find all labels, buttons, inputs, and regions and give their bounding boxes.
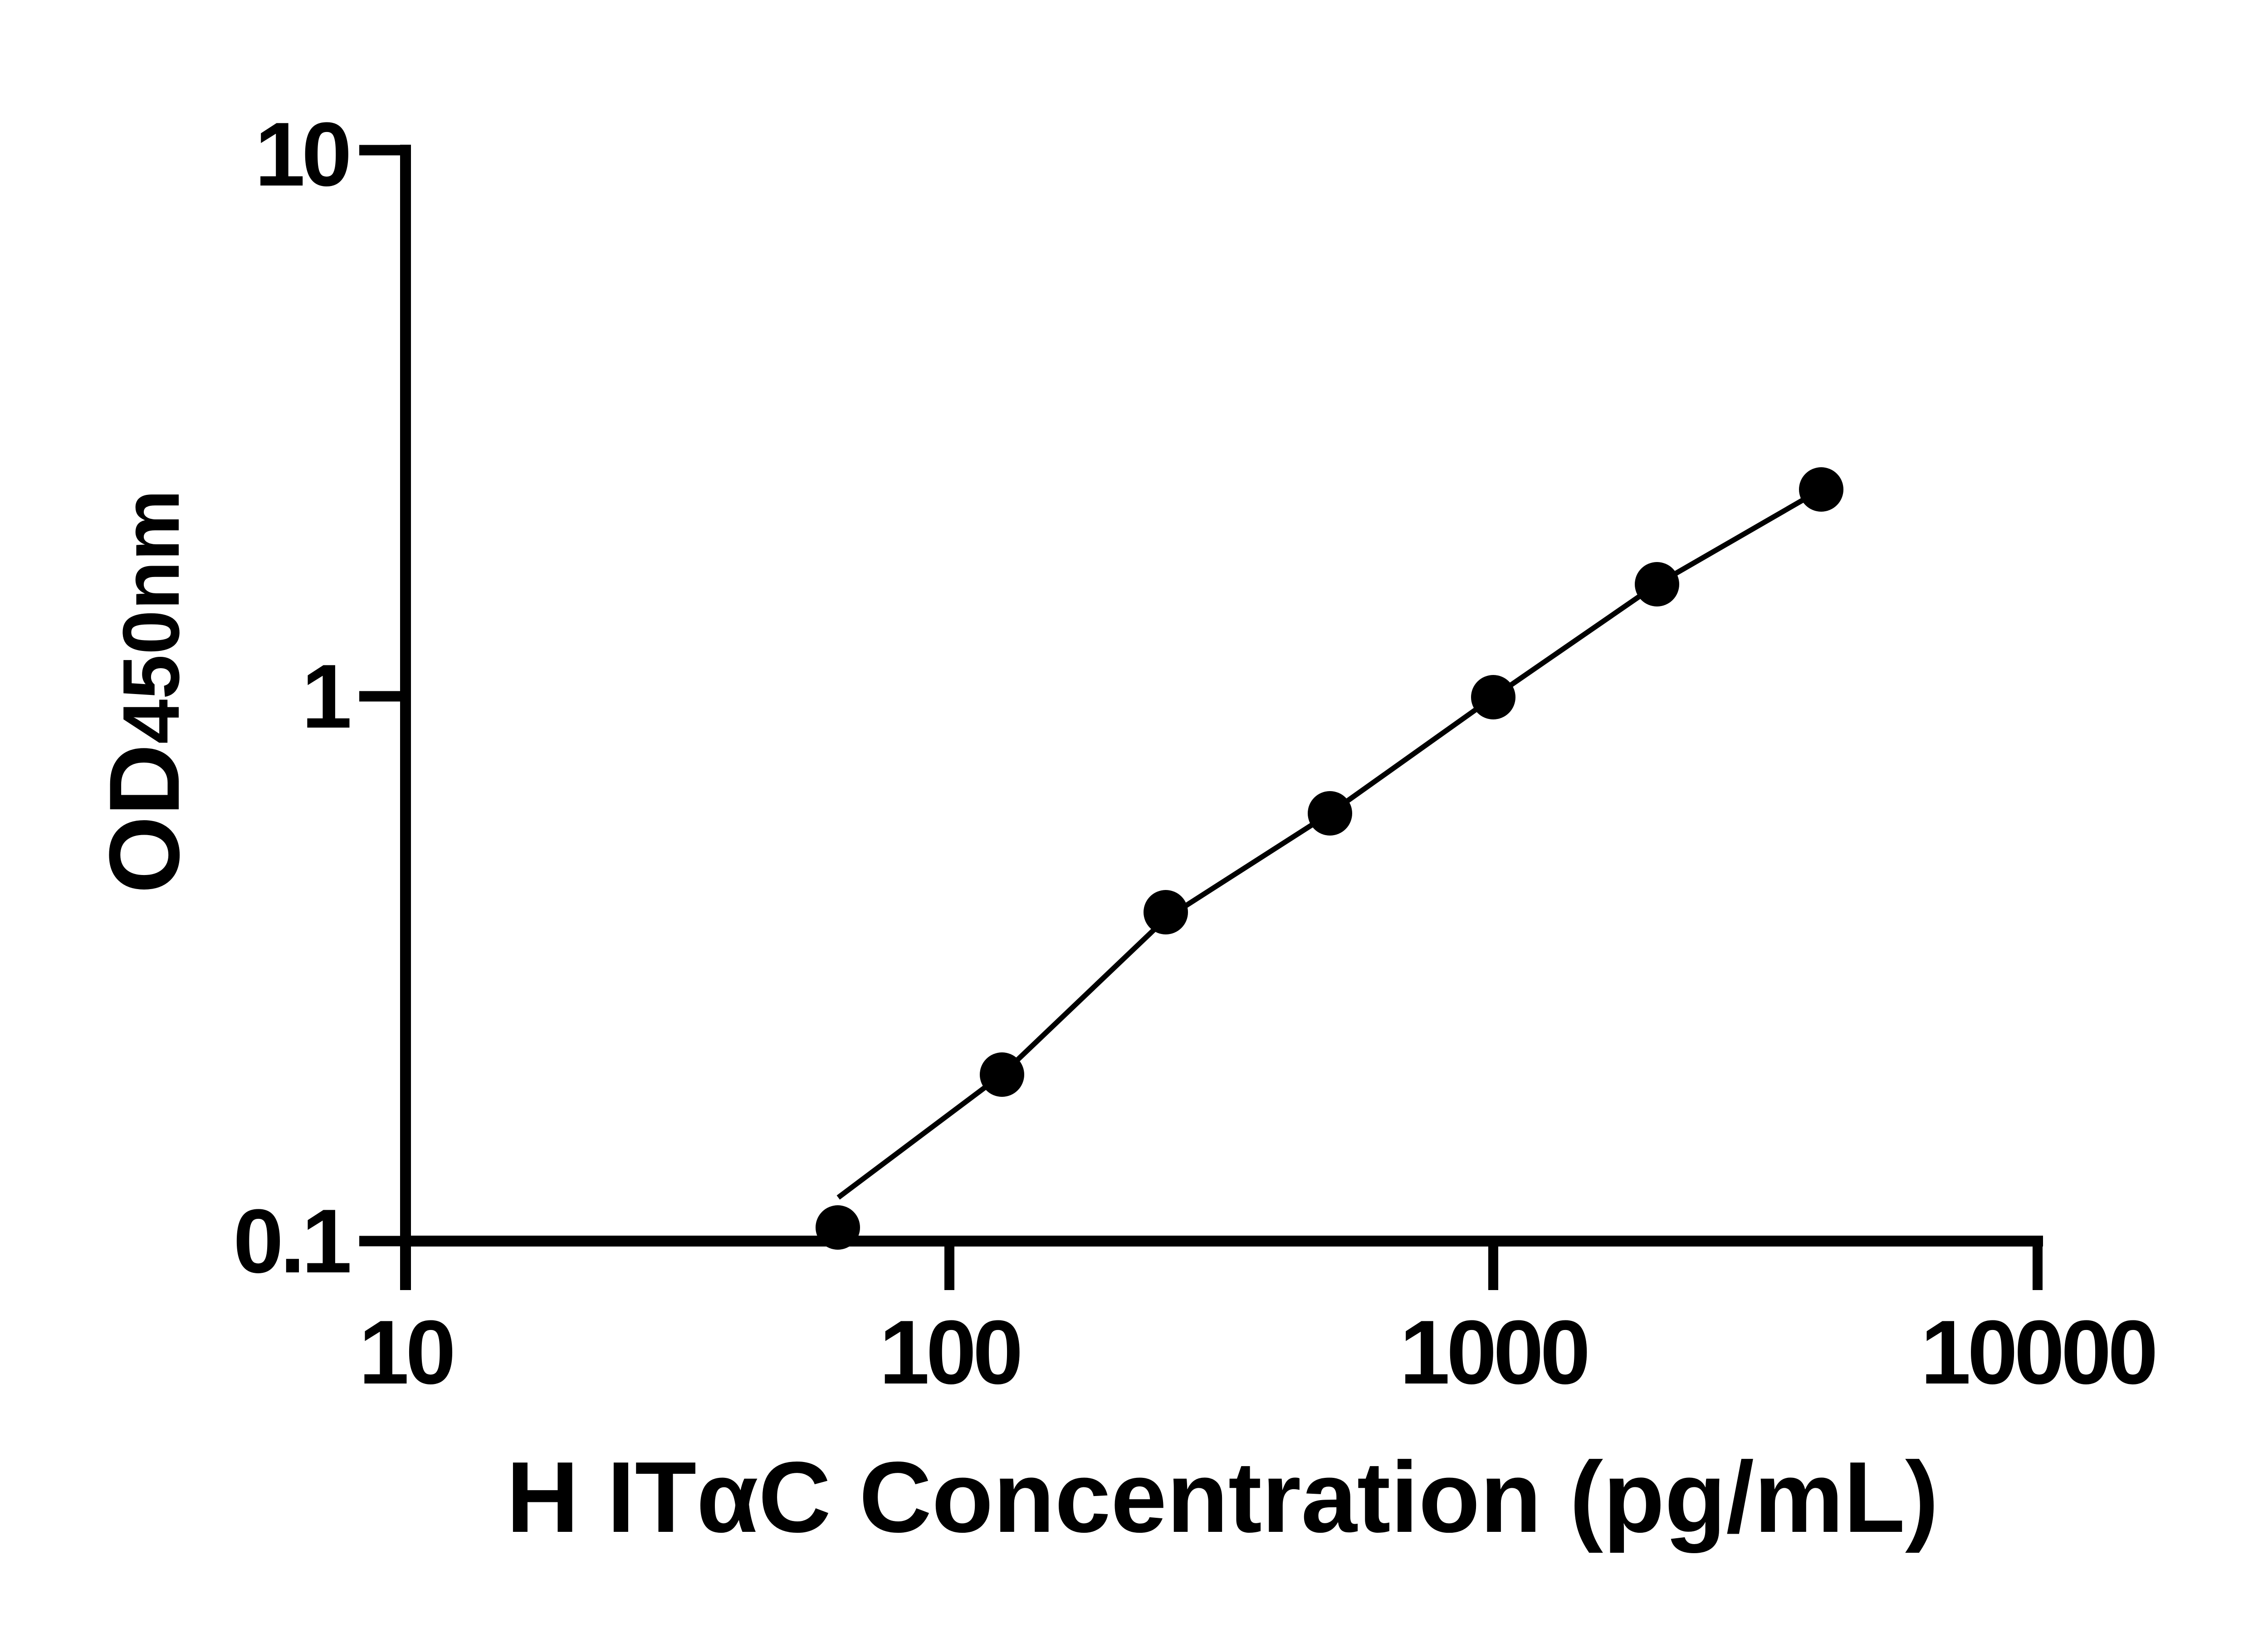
- svg-text:1: 1: [302, 646, 350, 747]
- svg-text:0.1: 0.1: [233, 1191, 350, 1292]
- svg-text:OD450nm: OD450nm: [88, 489, 200, 894]
- svg-text:10000: 10000: [1921, 1302, 2155, 1403]
- svg-text:10: 10: [255, 104, 349, 205]
- svg-text:1000: 1000: [1400, 1302, 1588, 1403]
- svg-text:100: 100: [879, 1302, 1020, 1403]
- svg-text:H ITαC Concentration (pg/mL): H ITαC Concentration (pg/mL): [506, 1441, 1939, 1554]
- svg-text:10: 10: [359, 1302, 453, 1403]
